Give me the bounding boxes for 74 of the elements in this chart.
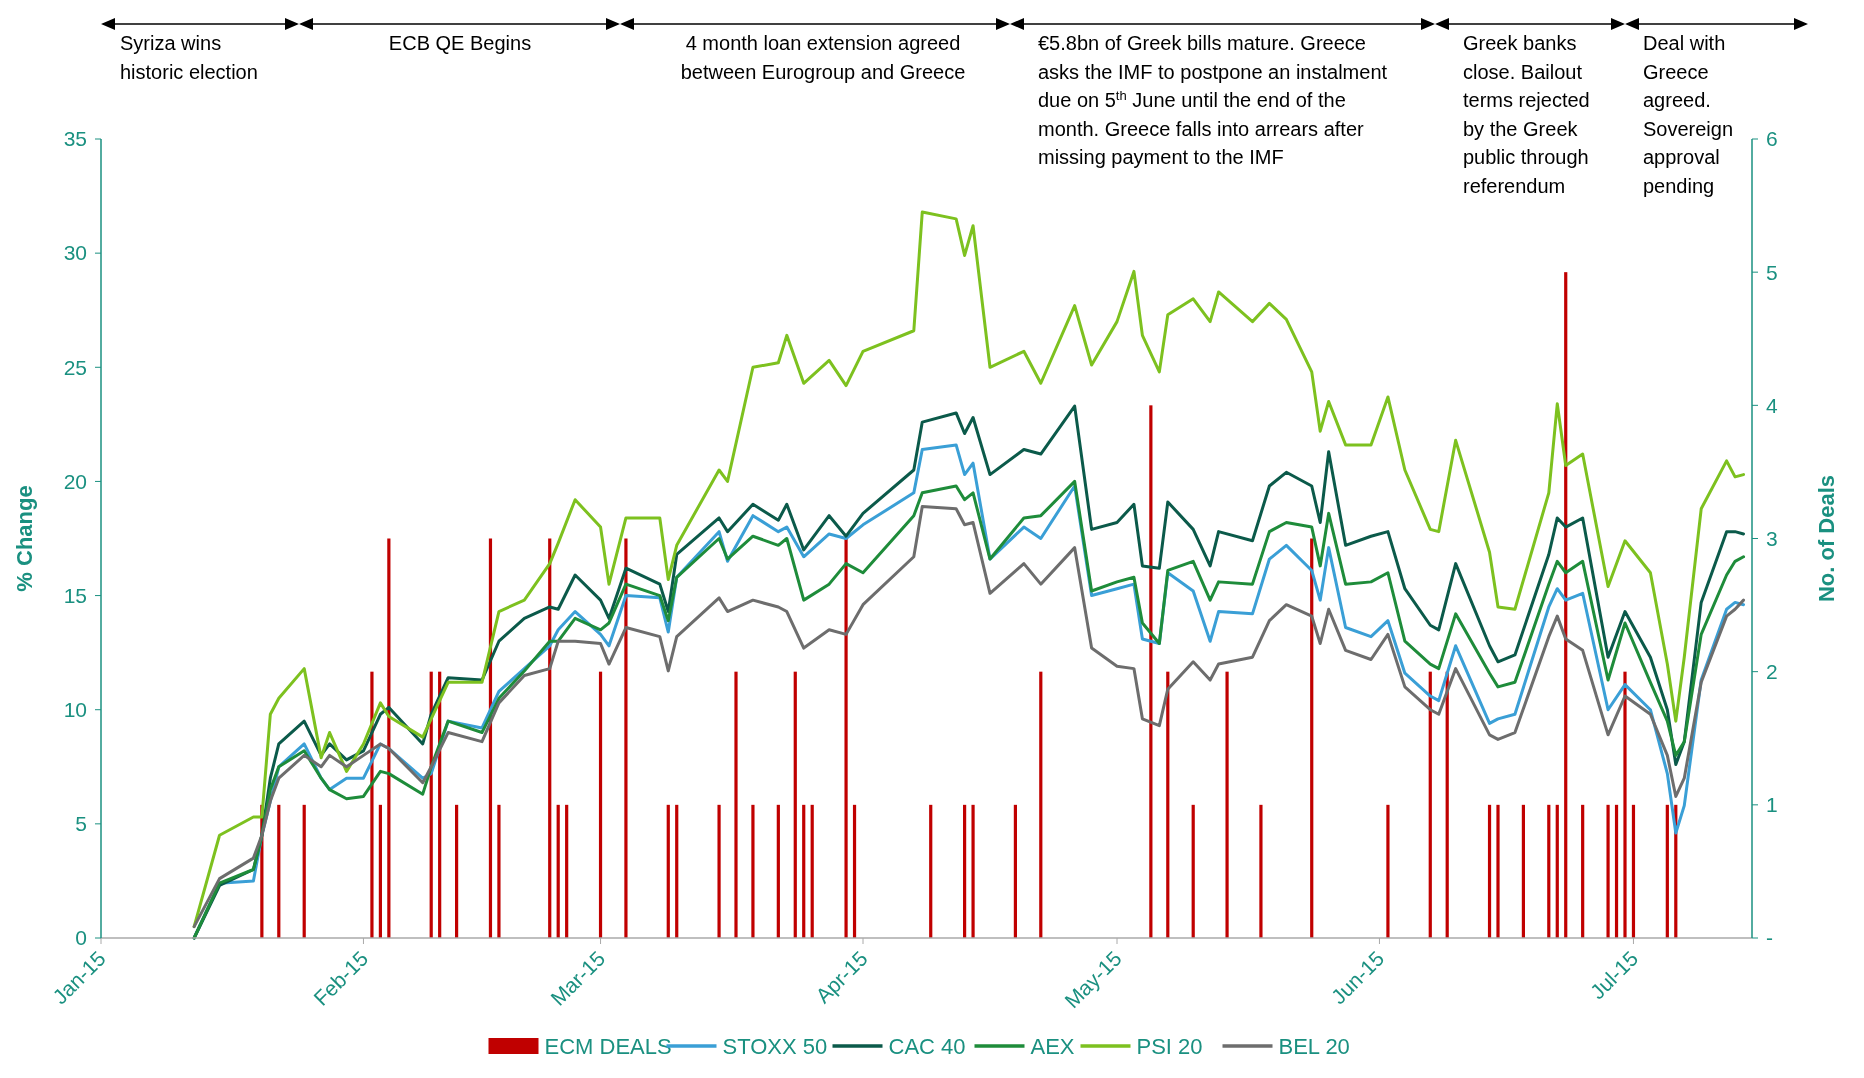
y2-tick-label: 6 xyxy=(1766,127,1778,151)
bar xyxy=(277,804,281,938)
legend-label: BEL 20 xyxy=(1278,1034,1350,1059)
y-tick-label: 30 xyxy=(63,241,87,265)
text: 4 month loan extension agreed between Eurogroup and Greece xyxy=(680,32,966,83)
legend-label: PSI 20 xyxy=(1136,1034,1203,1059)
bar xyxy=(497,804,501,938)
bar xyxy=(378,804,382,938)
text: ECB QE Begins xyxy=(388,32,532,54)
bar xyxy=(793,671,797,938)
bar xyxy=(1039,671,1043,938)
bar xyxy=(751,804,755,938)
bar xyxy=(1166,671,1170,938)
bar xyxy=(1555,804,1559,938)
bar xyxy=(717,804,721,938)
bar xyxy=(852,804,857,938)
bar xyxy=(844,538,848,938)
annotation: Deal with Greece agreed. Sovereign approval pending xyxy=(1643,32,1734,197)
y-tick-label: 0 xyxy=(75,926,87,950)
bar xyxy=(1614,804,1619,938)
y-tick-label: 15 xyxy=(63,583,87,607)
bar xyxy=(1428,671,1432,938)
bar xyxy=(1581,804,1585,938)
legend-label: AEX xyxy=(1030,1034,1075,1059)
bar xyxy=(675,804,679,938)
bar xyxy=(624,538,628,938)
bar xyxy=(302,804,306,938)
bar xyxy=(1487,804,1492,938)
bar xyxy=(1149,405,1153,938)
y2-axis-title: No. of Deals xyxy=(1814,474,1839,603)
bar xyxy=(1310,538,1314,938)
annotation: Greek banks close. Bailout terms rejected by the Greek public through referendum xyxy=(1463,32,1590,197)
bar xyxy=(1606,804,1610,938)
bar xyxy=(455,804,459,938)
bar xyxy=(810,804,814,938)
bar xyxy=(1259,804,1263,938)
bar xyxy=(776,804,780,938)
bar xyxy=(1013,804,1017,938)
bar xyxy=(929,804,933,938)
y-tick-label: 20 xyxy=(63,469,87,493)
text: Syriza wins historic election xyxy=(120,32,258,83)
legend-label: STOXX 50 xyxy=(722,1034,828,1059)
bar xyxy=(556,804,560,938)
bar xyxy=(1225,671,1229,938)
bar xyxy=(387,538,391,938)
y2-tick-label: 3 xyxy=(1766,526,1778,550)
bar xyxy=(1623,671,1627,938)
bar xyxy=(565,804,569,938)
y-tick-label: 25 xyxy=(63,355,87,379)
y2-tick-label: 4 xyxy=(1766,393,1778,417)
bar xyxy=(1547,804,1551,938)
bar xyxy=(1496,804,1500,938)
bar xyxy=(963,804,967,938)
y2-tick-label: - xyxy=(1766,926,1773,950)
y2-tick-label: 5 xyxy=(1766,260,1778,284)
bar xyxy=(802,804,806,938)
bar xyxy=(1521,804,1525,938)
legend-label: ECM DEALS xyxy=(544,1034,672,1059)
legend-label: CAC 40 xyxy=(888,1034,966,1059)
y2-tick-label: 1 xyxy=(1766,793,1778,817)
y2-tick-label: 2 xyxy=(1766,660,1778,684)
bar xyxy=(971,804,975,938)
bar xyxy=(734,671,738,938)
y-tick-label: 10 xyxy=(63,698,87,722)
bar xyxy=(1665,804,1669,938)
bar xyxy=(1631,804,1636,938)
y-tick-label: 5 xyxy=(75,812,87,836)
bar xyxy=(1191,804,1195,938)
y-tick-label: 35 xyxy=(63,127,87,151)
annotation: €5.8bn of Greek bills mature. Greece asks the IMF to postpone an instalment due on 5$^{th}$ June until the end of the month. Greece falls into arrears after missing payment to the IMF xyxy=(1038,32,1388,168)
y-axis-title: % Change xyxy=(12,485,37,592)
bar xyxy=(1386,804,1390,938)
bar xyxy=(666,804,670,938)
bar xyxy=(598,671,603,938)
